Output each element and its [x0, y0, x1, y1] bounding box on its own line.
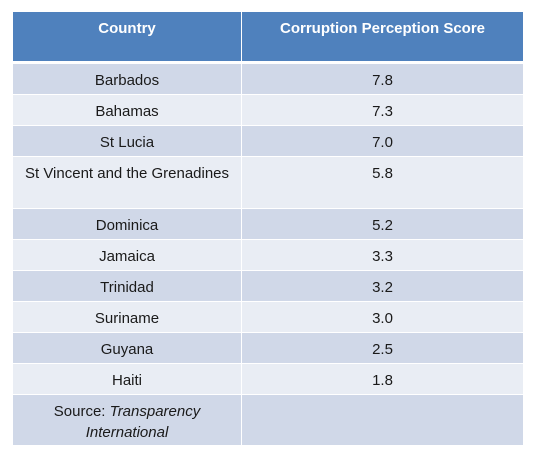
source-name: Transparency International: [85, 403, 201, 441]
score-cell: 2.5: [241, 332, 524, 364]
table-row: St Lucia 7.0: [12, 125, 524, 157]
country-cell: Trinidad: [12, 270, 242, 302]
country-cell: Dominica: [12, 208, 242, 240]
source-cell: Source: Transparency International: [12, 394, 242, 446]
score-cell: 3.2: [241, 270, 524, 302]
country-cell: Suriname: [12, 301, 242, 333]
corruption-score-table: Country Corruption Perception Score Barb…: [12, 11, 524, 446]
column-header-score: Corruption Perception Score: [241, 11, 524, 64]
column-header-country: Country: [12, 11, 242, 64]
score-cell: 7.0: [241, 125, 524, 157]
score-cell: 1.8: [241, 363, 524, 395]
source-prefix: Source:: [53, 403, 110, 420]
table-row: Haiti 1.8: [12, 363, 524, 395]
source-row: Source: Transparency International: [12, 394, 524, 446]
table-row: Barbados 7.8: [12, 62, 524, 95]
score-cell: 7.8: [241, 62, 524, 95]
source-score-cell: [241, 394, 524, 446]
table-row: Bahamas 7.3: [12, 94, 524, 126]
table-header-row: Country Corruption Perception Score: [12, 11, 524, 64]
score-cell: 3.0: [241, 301, 524, 333]
country-cell: Guyana: [12, 332, 242, 364]
score-cell: 5.8: [241, 156, 524, 209]
table-row: Suriname 3.0: [12, 301, 524, 333]
country-cell: Barbados: [12, 62, 242, 95]
score-cell: 5.2: [241, 208, 524, 240]
country-cell: St Lucia: [12, 125, 242, 157]
country-cell: Bahamas: [12, 94, 242, 126]
table-row: Trinidad 3.2: [12, 270, 524, 302]
table-row: Jamaica 3.3: [12, 239, 524, 271]
country-cell: Haiti: [12, 363, 242, 395]
score-cell: 7.3: [241, 94, 524, 126]
score-cell: 3.3: [241, 239, 524, 271]
table-row: Dominica 5.2: [12, 208, 524, 240]
country-cell: St Vincent and the Grenadines: [12, 156, 242, 209]
country-cell: Jamaica: [12, 239, 242, 271]
table-row: Guyana 2.5: [12, 332, 524, 364]
table-row: St Vincent and the Grenadines 5.8: [12, 156, 524, 209]
